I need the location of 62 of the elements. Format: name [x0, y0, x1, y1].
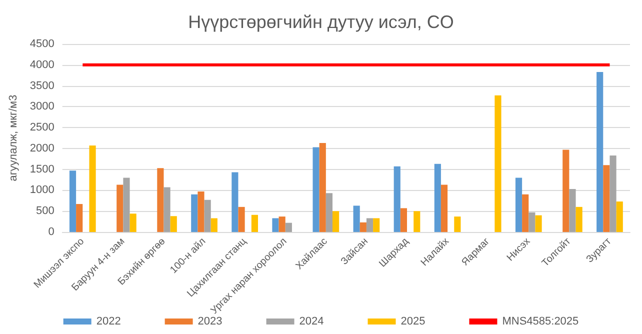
bar [319, 143, 326, 232]
legend-label: 2022 [96, 316, 121, 328]
bar [528, 212, 536, 232]
legend-label: MNS4585:2025 [502, 316, 579, 328]
bar [400, 208, 408, 232]
bar [440, 184, 448, 232]
bar [610, 156, 616, 232]
y-tick-label: 1000 [30, 184, 54, 196]
bar [312, 147, 320, 232]
bar [535, 215, 542, 232]
bar [130, 214, 136, 232]
bar [170, 216, 177, 232]
bar [76, 204, 83, 232]
bar [232, 172, 238, 232]
y-tick-label: 1500 [30, 163, 54, 176]
y-tick-label: 4000 [30, 58, 54, 71]
y-tick-label: 2500 [30, 122, 54, 134]
bar [198, 191, 204, 232]
bar [69, 170, 76, 232]
bar [123, 178, 130, 232]
bar [434, 164, 441, 232]
bar [272, 218, 279, 232]
y-tick-label: 4500 [30, 38, 54, 50]
bar [603, 165, 610, 232]
bar [515, 178, 522, 232]
y-tick-label: 3000 [30, 100, 54, 113]
legend-label: 2023 [198, 316, 222, 328]
y-tick-label: 0 [48, 226, 54, 238]
bar [353, 206, 360, 232]
bar [251, 214, 258, 232]
bar [360, 222, 366, 232]
bar [569, 188, 576, 232]
bar [285, 222, 292, 232]
bar [454, 216, 461, 232]
bar [616, 202, 623, 232]
bar [414, 211, 420, 232]
bar [562, 150, 570, 232]
bar [596, 72, 604, 232]
bar [157, 168, 164, 232]
bar [326, 193, 332, 232]
bar [494, 95, 502, 232]
bar [204, 200, 211, 232]
bar [332, 211, 340, 232]
bar [366, 218, 374, 232]
bar [522, 194, 529, 232]
y-tick-label: 500 [36, 205, 54, 218]
y-tick-label: 3500 [30, 80, 54, 92]
bar [89, 146, 96, 232]
bar [278, 216, 286, 232]
y-axis-title: агуулалж, мкг/м3 [8, 94, 20, 182]
legend-label: 2025 [400, 316, 426, 328]
chart-title: Нүүрстөрөгчийн дутуу исэл, CO [188, 12, 454, 32]
y-tick-label: 2000 [30, 142, 54, 154]
bar [210, 218, 218, 232]
bar [164, 187, 170, 232]
legend-label: 2024 [299, 316, 324, 328]
bar [394, 166, 400, 232]
bar [238, 206, 245, 232]
bar [191, 194, 198, 232]
bar [576, 206, 582, 232]
bar [116, 184, 124, 232]
bar [373, 218, 380, 232]
